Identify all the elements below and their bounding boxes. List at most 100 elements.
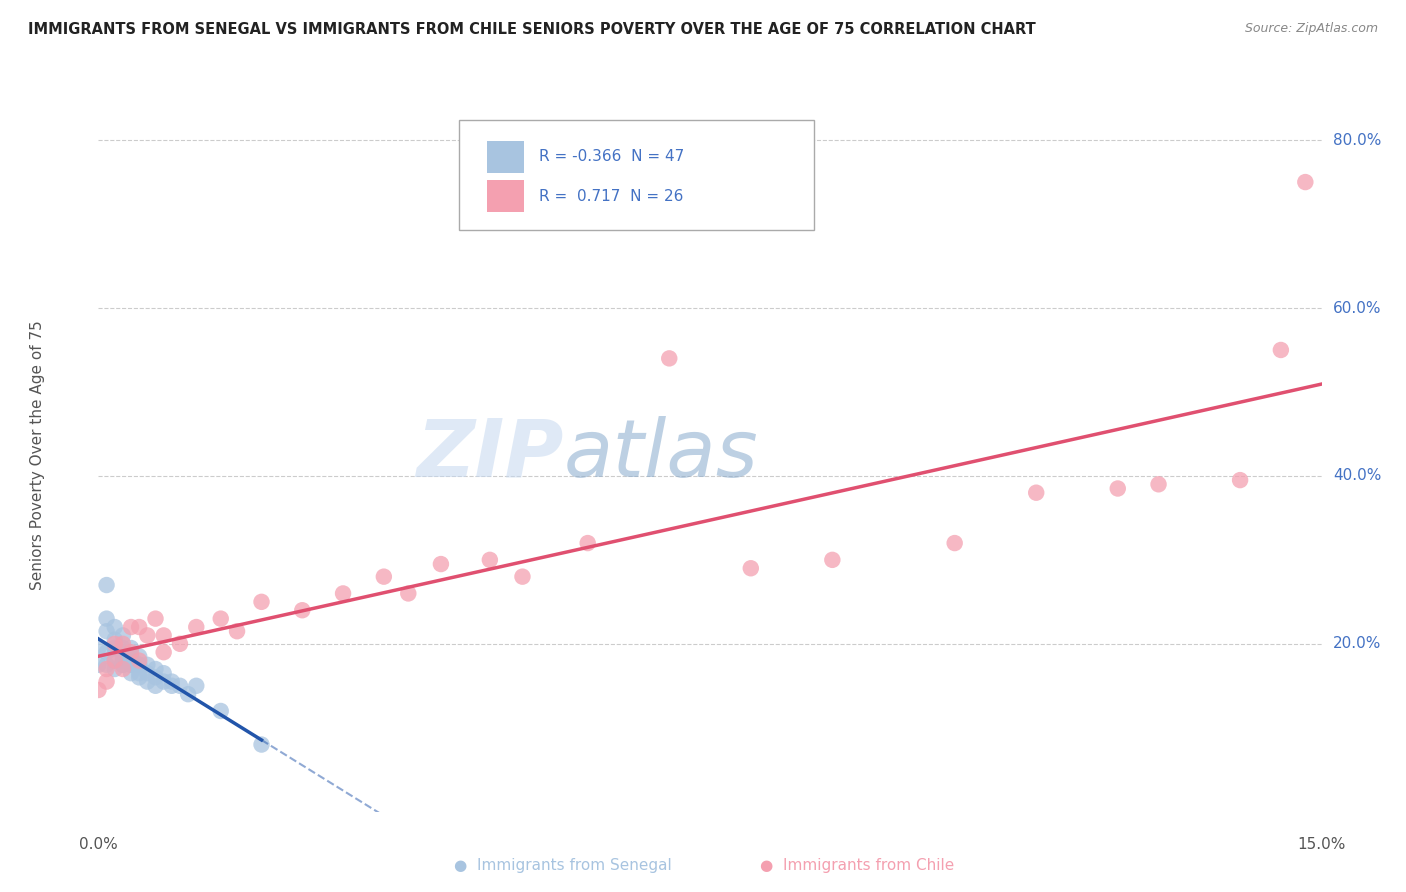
Text: 15.0%: 15.0% (1298, 837, 1346, 852)
Point (96, 624, 118, 639)
Point (169, 679, 191, 693)
Point (128, 649, 150, 664)
Point (128, 666, 150, 681)
Text: IMMIGRANTS FROM SENEGAL VS IMMIGRANTS FROM CHILE SENIORS POVERTY OVER THE AGE OF: IMMIGRANTS FROM SENEGAL VS IMMIGRANTS FR… (28, 22, 1036, 37)
Point (177, 687, 200, 701)
Point (87, 640, 110, 655)
Text: 60.0%: 60.0% (1333, 301, 1381, 316)
Point (111, 657, 134, 672)
Point (120, 640, 142, 655)
Point (250, 595, 273, 609)
Point (104, 654, 127, 668)
FancyBboxPatch shape (488, 141, 524, 173)
Point (943, 536, 966, 550)
Point (111, 645, 134, 659)
Point (145, 679, 167, 693)
Point (658, 351, 681, 366)
Point (120, 666, 142, 681)
Point (152, 666, 174, 681)
Point (120, 620, 142, 634)
Text: 40.0%: 40.0% (1333, 468, 1381, 483)
Point (120, 645, 142, 659)
Point (111, 654, 134, 668)
Point (104, 640, 127, 655)
Point (120, 657, 142, 672)
Point (104, 637, 127, 651)
Point (111, 628, 134, 642)
Point (111, 637, 134, 651)
Point (1107, 482, 1129, 496)
Point (145, 662, 167, 676)
Point (145, 670, 167, 684)
Point (169, 637, 191, 651)
Point (152, 645, 174, 659)
Point (104, 620, 127, 634)
Point (96, 657, 118, 672)
Text: 0.0%: 0.0% (79, 837, 118, 852)
Point (1025, 485, 1047, 500)
Point (128, 654, 150, 668)
Point (111, 662, 134, 676)
Point (111, 654, 134, 668)
Point (373, 569, 395, 583)
FancyBboxPatch shape (488, 180, 524, 212)
Point (120, 649, 142, 664)
Point (512, 569, 534, 583)
Point (250, 738, 273, 752)
Point (111, 649, 134, 664)
Point (136, 666, 159, 681)
Point (1229, 473, 1251, 487)
Point (96, 612, 118, 626)
Point (1294, 175, 1316, 189)
Text: 20.0%: 20.0% (1333, 636, 1381, 651)
Point (160, 674, 183, 689)
FancyBboxPatch shape (460, 120, 814, 230)
Text: R = -0.366  N = 47: R = -0.366 N = 47 (538, 150, 685, 164)
Point (1270, 343, 1292, 357)
Point (478, 553, 501, 567)
Text: R =  0.717  N = 26: R = 0.717 N = 26 (538, 189, 683, 203)
Point (128, 657, 150, 672)
Point (128, 670, 150, 684)
Text: ZIP: ZIP (416, 416, 564, 494)
Point (145, 612, 167, 626)
Text: Source: ZipAtlas.com: Source: ZipAtlas.com (1244, 22, 1378, 36)
Point (120, 649, 142, 664)
Point (186, 620, 208, 634)
Point (111, 640, 134, 655)
Point (96, 645, 118, 659)
Point (104, 632, 127, 647)
Point (160, 679, 183, 693)
Point (87, 683, 110, 698)
Point (136, 628, 159, 642)
Point (226, 624, 249, 639)
Point (96, 662, 118, 676)
Point (104, 662, 127, 676)
Point (291, 603, 314, 617)
Text: ●  Immigrants from Senegal: ● Immigrants from Senegal (454, 858, 672, 873)
Point (136, 674, 159, 689)
Point (120, 657, 142, 672)
Point (104, 654, 127, 668)
Point (96, 578, 118, 592)
Point (128, 620, 150, 634)
Point (209, 704, 232, 718)
Point (111, 657, 134, 672)
Text: 80.0%: 80.0% (1333, 133, 1381, 147)
Point (332, 586, 354, 600)
Point (186, 679, 208, 693)
Point (152, 674, 174, 689)
Point (96, 674, 118, 689)
Point (136, 657, 159, 672)
Point (87, 657, 110, 672)
Point (209, 612, 232, 626)
Point (152, 628, 174, 642)
Text: atlas: atlas (564, 416, 758, 494)
Point (576, 536, 599, 550)
Point (740, 561, 762, 575)
Text: Seniors Poverty Over the Age of 75: Seniors Poverty Over the Age of 75 (30, 320, 45, 590)
Point (396, 586, 419, 600)
Point (430, 557, 453, 571)
Point (128, 657, 150, 672)
Point (821, 553, 844, 567)
